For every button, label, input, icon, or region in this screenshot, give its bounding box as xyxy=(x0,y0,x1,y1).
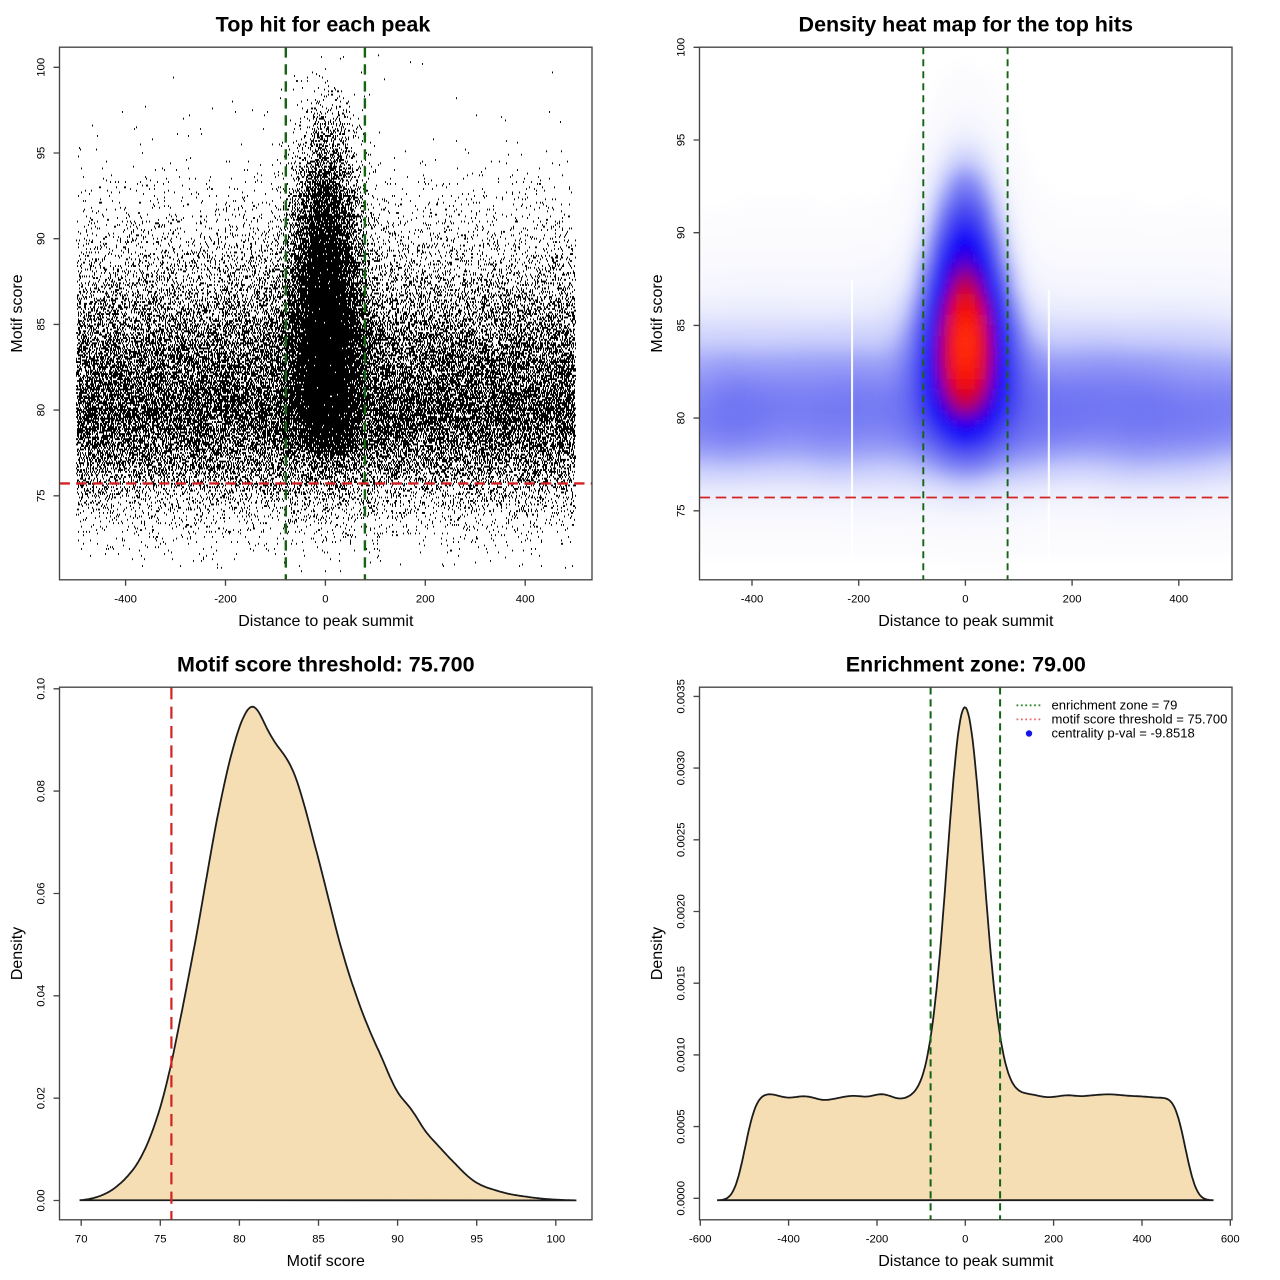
svg-text:400: 400 xyxy=(516,593,535,605)
svg-text:100: 100 xyxy=(546,1233,565,1245)
svg-text:enrichment zone = 79: enrichment zone = 79 xyxy=(1052,697,1178,712)
svg-text:Enrichment zone: 79.00: Enrichment zone: 79.00 xyxy=(846,653,1086,677)
svg-text:Motif score: Motif score xyxy=(649,274,666,352)
svg-text:0.06: 0.06 xyxy=(35,883,47,905)
svg-text:0.0005: 0.0005 xyxy=(675,1109,687,1144)
svg-text:0.00: 0.00 xyxy=(35,1190,47,1212)
svg-text:Density: Density xyxy=(649,927,666,980)
svg-text:-400: -400 xyxy=(741,593,764,605)
svg-text:90: 90 xyxy=(35,232,47,245)
svg-text:0.0020: 0.0020 xyxy=(675,894,687,929)
svg-text:95: 95 xyxy=(470,1233,483,1245)
svg-text:-400: -400 xyxy=(114,593,137,605)
svg-text:Distance to peak summit: Distance to peak summit xyxy=(238,613,414,630)
svg-text:Density heat map for the top h: Density heat map for the top hits xyxy=(799,13,1134,37)
svg-text:85: 85 xyxy=(35,318,47,331)
svg-text:0.0025: 0.0025 xyxy=(675,823,687,858)
svg-text:75: 75 xyxy=(35,490,47,503)
svg-text:95: 95 xyxy=(35,147,47,160)
svg-text:400: 400 xyxy=(1169,593,1188,605)
svg-text:-600: -600 xyxy=(689,1233,712,1245)
svg-text:200: 200 xyxy=(1044,1233,1063,1245)
svg-text:Motif score threshold: 75.700: Motif score threshold: 75.700 xyxy=(177,653,475,677)
svg-text:0: 0 xyxy=(962,593,968,605)
svg-text:70: 70 xyxy=(75,1233,88,1245)
svg-text:200: 200 xyxy=(416,593,435,605)
svg-text:Top hit for each peak: Top hit for each peak xyxy=(216,13,431,37)
svg-text:75: 75 xyxy=(675,505,687,518)
svg-text:Density: Density xyxy=(9,927,26,980)
svg-text:0.02: 0.02 xyxy=(35,1087,47,1109)
svg-text:centrality p-val = -9.8518: centrality p-val = -9.8518 xyxy=(1052,726,1195,741)
svg-text:Motif score: Motif score xyxy=(287,1253,365,1270)
svg-text:100: 100 xyxy=(675,38,687,57)
svg-text:Motif score: Motif score xyxy=(9,274,26,352)
svg-text:Distance to peak summit: Distance to peak summit xyxy=(878,613,1054,630)
svg-text:90: 90 xyxy=(675,226,687,239)
svg-text:0.08: 0.08 xyxy=(35,780,47,802)
svg-text:0.0030: 0.0030 xyxy=(675,751,687,786)
svg-text:Distance to peak summit: Distance to peak summit xyxy=(878,1253,1054,1270)
svg-text:80: 80 xyxy=(675,412,687,425)
svg-text:0.10: 0.10 xyxy=(35,678,47,700)
svg-text:95: 95 xyxy=(675,134,687,147)
svg-text:0.04: 0.04 xyxy=(35,985,47,1007)
svg-text:0.0000: 0.0000 xyxy=(675,1181,687,1216)
svg-text:400: 400 xyxy=(1133,1233,1152,1245)
svg-text:80: 80 xyxy=(233,1233,246,1245)
svg-text:75: 75 xyxy=(154,1233,167,1245)
svg-text:-400: -400 xyxy=(777,1233,800,1245)
svg-text:600: 600 xyxy=(1221,1233,1240,1245)
svg-text:-200: -200 xyxy=(847,593,870,605)
svg-text:90: 90 xyxy=(391,1233,404,1245)
svg-text:motif score threshold = 75.700: motif score threshold = 75.700 xyxy=(1052,712,1228,727)
svg-text:0: 0 xyxy=(962,1233,968,1245)
svg-text:0.0010: 0.0010 xyxy=(675,1038,687,1073)
svg-text:-200: -200 xyxy=(214,593,237,605)
svg-text:0.0015: 0.0015 xyxy=(675,966,687,1001)
svg-text:85: 85 xyxy=(312,1233,325,1245)
svg-text:200: 200 xyxy=(1063,593,1082,605)
svg-text:-200: -200 xyxy=(866,1233,889,1245)
svg-text:85: 85 xyxy=(675,319,687,332)
svg-text:80: 80 xyxy=(35,404,47,417)
svg-text:0: 0 xyxy=(322,593,328,605)
svg-text:0.0035: 0.0035 xyxy=(675,679,687,714)
svg-text:100: 100 xyxy=(35,58,47,77)
